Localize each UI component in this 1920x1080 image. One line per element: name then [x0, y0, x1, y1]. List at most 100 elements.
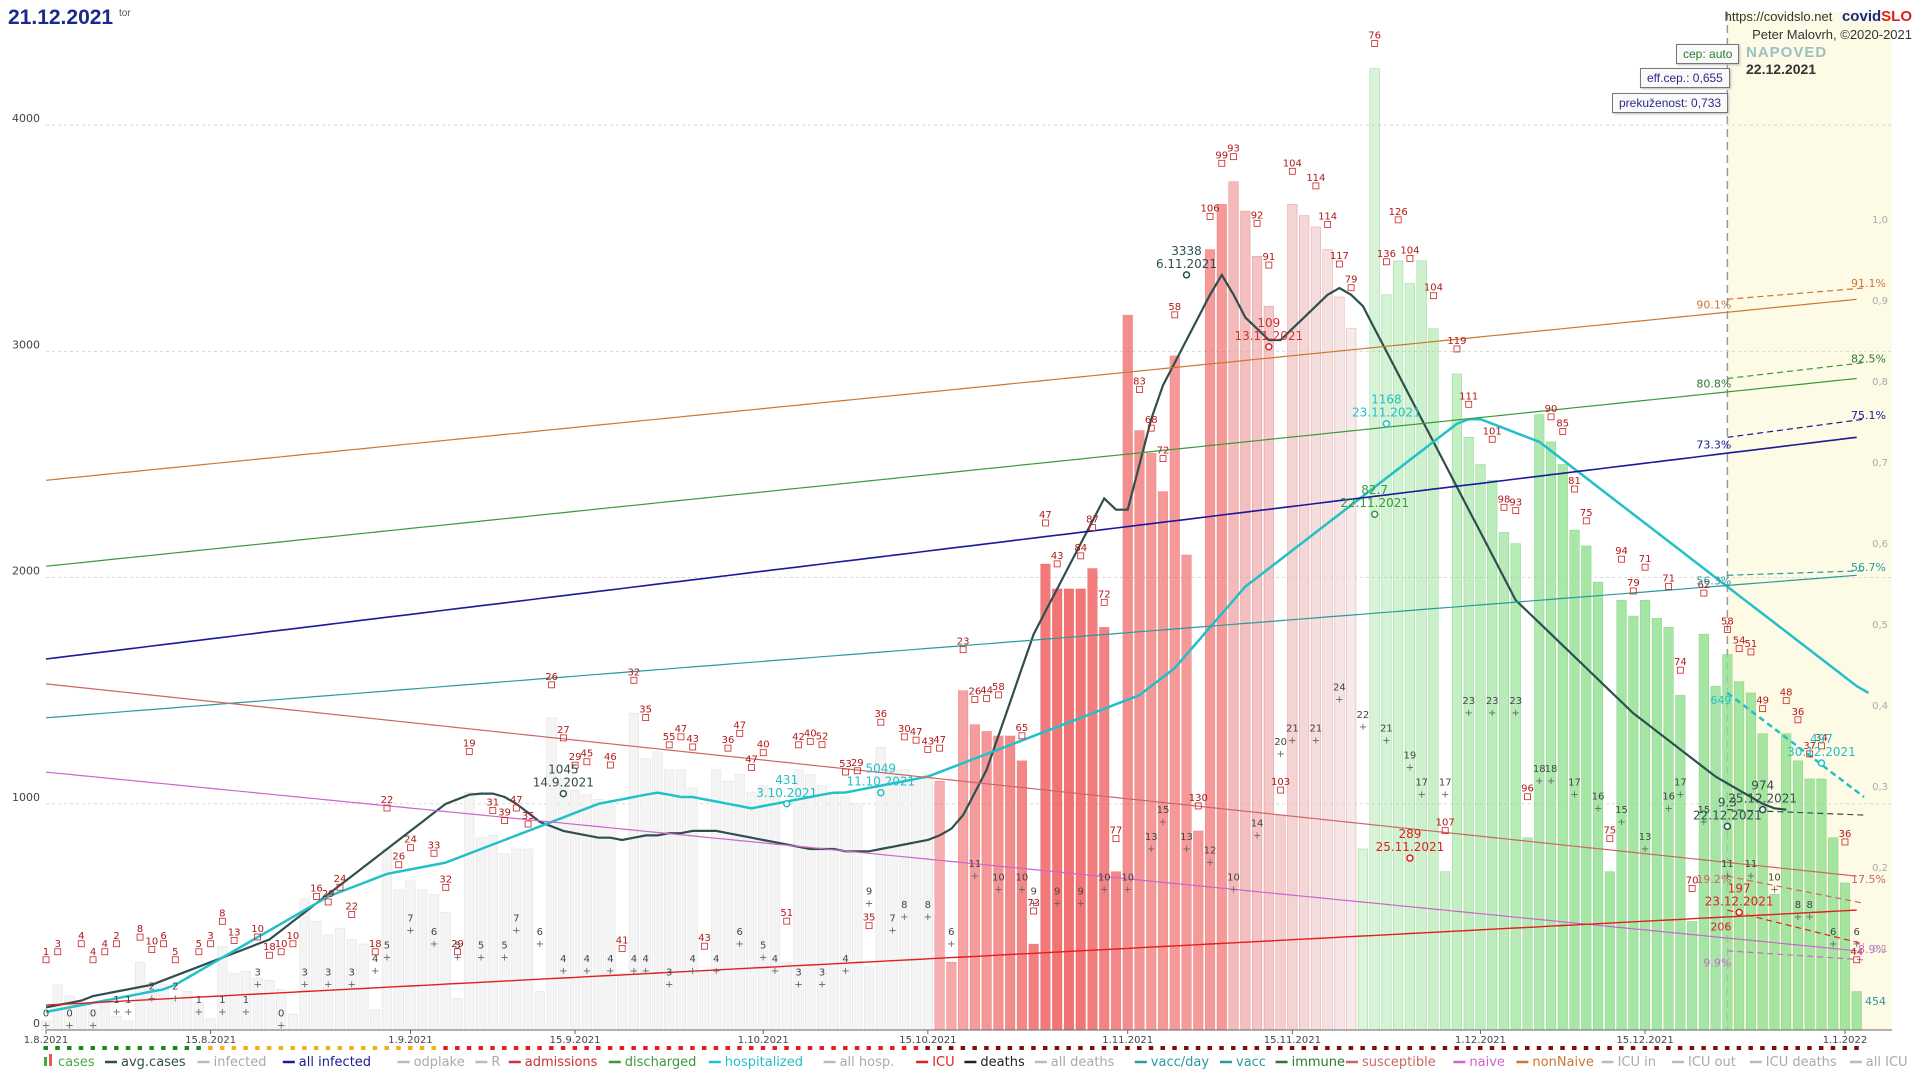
case-bar [593, 799, 604, 1031]
eff-cep-box[interactable]: eff.cep.: 0,655 [1640, 68, 1730, 88]
admission-label: 5 [196, 939, 202, 950]
source-url[interactable]: https://covidslo.net [1724, 9, 1833, 24]
day-strip [1572, 1046, 1577, 1050]
day-strip [560, 1046, 566, 1050]
legend-item[interactable]: ICU [932, 1055, 954, 1070]
admission-label: 5 [172, 947, 178, 958]
death-plus: + [253, 980, 261, 991]
day-strip [760, 1046, 766, 1050]
admission-marker [853, 767, 861, 775]
case-bar [1510, 543, 1521, 1031]
death-plus: + [1805, 912, 1813, 923]
naive-forecast [1727, 950, 1865, 961]
admission-marker [994, 691, 1002, 699]
legend-item[interactable]: ICU in [1618, 1055, 1656, 1070]
legend-item[interactable]: R [491, 1055, 500, 1070]
legend-item[interactable]: all hosp. [840, 1055, 895, 1070]
death-plus: + [1018, 885, 1026, 896]
admission-marker [501, 817, 508, 824]
admission-label: 71 [1639, 554, 1652, 565]
admission-marker [465, 748, 473, 755]
legend-item[interactable]: cases [58, 1055, 95, 1070]
admission-label: 10 [275, 939, 288, 950]
case-bar [664, 769, 675, 1031]
day-strip [737, 1046, 742, 1050]
day-strip [325, 1046, 331, 1050]
legend-item[interactable]: infected [214, 1055, 267, 1070]
day-strip [1172, 1046, 1177, 1050]
day-strip [1595, 1046, 1601, 1050]
day-strip [1701, 1046, 1706, 1050]
admission-marker [430, 849, 438, 857]
cep-box[interactable]: cep: auto [1676, 44, 1740, 64]
legend-item[interactable]: admissions [525, 1055, 598, 1070]
day-strip [313, 1046, 319, 1050]
hospitalized-forecast [1726, 691, 1865, 798]
legend-item[interactable]: hospitalized [725, 1055, 803, 1070]
legend-item[interactable]: discharged [625, 1055, 697, 1070]
case-bar [287, 1013, 298, 1031]
annotation-value: 5049 [866, 762, 897, 776]
immune-forecast [1727, 362, 1865, 380]
legend-item[interactable]: all infected [299, 1055, 371, 1070]
y2-tick-label: 0,3 [1872, 782, 1888, 793]
day-strip [1748, 1046, 1753, 1050]
day-strip [78, 1046, 84, 1050]
admission-label: 39 [498, 808, 511, 819]
legend-item[interactable]: deaths [980, 1055, 1025, 1070]
case-bar [1251, 256, 1263, 1031]
day-strip [1525, 1046, 1530, 1050]
admission-marker [1100, 598, 1108, 606]
admission-label: 54 [1733, 636, 1746, 647]
death-label: 6 [737, 927, 743, 938]
day-strip [1619, 1046, 1624, 1050]
legend-item[interactable]: vacc/day [1151, 1055, 1210, 1070]
case-bar [1075, 588, 1086, 1031]
death-plus: + [1723, 871, 1731, 882]
case-bar [170, 1000, 181, 1031]
naive-line [45, 771, 1857, 952]
case-bar [1463, 437, 1474, 1031]
legend-item[interactable]: susceptible [1362, 1055, 1436, 1070]
legend-item[interactable]: naive [1469, 1055, 1505, 1070]
legend-item[interactable]: ICU out [1688, 1055, 1736, 1070]
legend-item[interactable]: all deaths [1051, 1055, 1115, 1070]
annotation-date: 25.12.2021 [1728, 792, 1797, 806]
admission-label: 37 [1803, 741, 1816, 752]
legend-item[interactable]: ICU deaths [1766, 1055, 1837, 1070]
admission-marker [795, 741, 802, 749]
admission-label: 8 [137, 924, 143, 935]
annotation-date: 3.10.2021 [756, 786, 817, 800]
admission-marker [1806, 750, 1814, 758]
legend-item[interactable]: all ICU [1866, 1055, 1908, 1070]
legend-item[interactable]: odplake [414, 1055, 465, 1070]
admission-label: 81 [1568, 476, 1581, 487]
death-plus: + [1276, 749, 1284, 760]
admission-label: 52 [816, 732, 829, 743]
day-strip [149, 1046, 154, 1050]
case-bar [1063, 588, 1075, 1031]
admission-label: 65 [1016, 723, 1029, 734]
annotation-date: 13.11.2021 [1234, 329, 1303, 343]
admission-label: 68 [1145, 415, 1158, 426]
death-label: 14 [1251, 818, 1264, 829]
death-plus: + [1488, 708, 1496, 719]
death-label: 23 [1486, 696, 1499, 707]
legend-item[interactable]: nonNaive [1532, 1055, 1593, 1070]
case-bar [487, 835, 498, 1031]
admission-label: 74 [1674, 657, 1687, 668]
prekuzenost-box[interactable]: prekuženost: 0,733 [1612, 93, 1729, 113]
admission-label: 126 [1389, 207, 1408, 218]
legend-item[interactable]: immune [1292, 1055, 1345, 1070]
legend-item[interactable]: vacc [1236, 1055, 1266, 1070]
day-strip [1242, 1046, 1248, 1050]
day-strip [1536, 1046, 1542, 1050]
y2-tick-label: 0,4 [1872, 701, 1888, 712]
case-bar [1193, 830, 1204, 1031]
admission-marker [1112, 835, 1120, 843]
legend-item[interactable]: avg.cases [121, 1055, 186, 1070]
admission-marker [371, 948, 379, 956]
death-label: 11 [1721, 859, 1734, 870]
admission-marker [136, 933, 144, 941]
death-label: 18 [1545, 764, 1558, 775]
